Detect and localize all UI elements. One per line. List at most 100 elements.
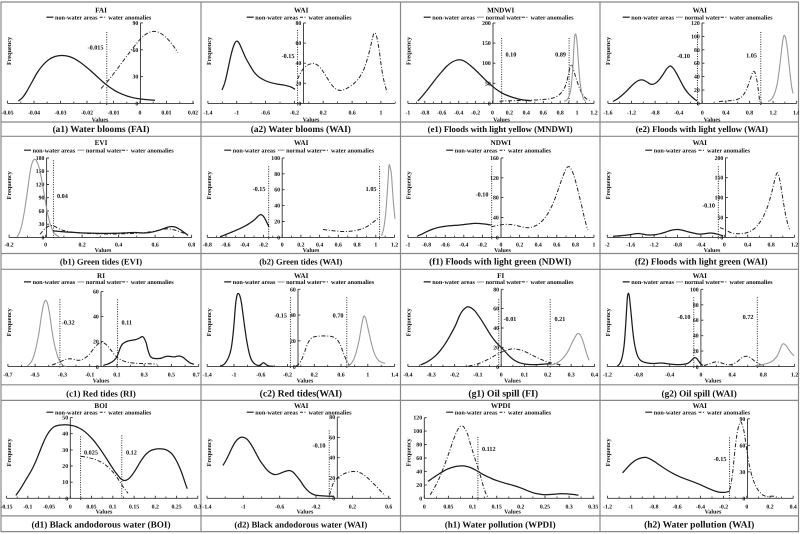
svg-text:-0.01: -0.01 (107, 111, 119, 117)
svg-text:0: 0 (742, 497, 745, 503)
svg-text:1.6: 1.6 (793, 111, 800, 117)
svg-text:1.05: 1.05 (746, 53, 757, 60)
svg-text:20: 20 (416, 483, 422, 489)
svg-text:20: 20 (296, 81, 302, 87)
svg-text:Frequency: Frequency (6, 170, 13, 199)
svg-text:20: 20 (329, 476, 335, 482)
svg-text:-0.5: -0.5 (31, 373, 40, 379)
svg-text:Frequency: Frequency (406, 36, 413, 65)
svg-text:MNDWI: MNDWI (487, 6, 514, 14)
svg-text:0: 0 (496, 236, 499, 242)
svg-text:120: 120 (36, 183, 45, 189)
svg-text:water anomalies: water anomalies (707, 147, 751, 154)
svg-text:-0.2: -0.2 (283, 373, 292, 379)
svg-text:100: 100 (271, 156, 280, 162)
svg-text:60: 60 (39, 209, 45, 215)
svg-text:60: 60 (133, 48, 139, 54)
svg-text:-0.8: -0.8 (634, 373, 643, 379)
svg-text:0: 0 (488, 102, 491, 108)
svg-text:0: 0 (293, 365, 296, 371)
svg-text:0.4: 0.4 (722, 111, 729, 117)
svg-text:30: 30 (39, 222, 45, 228)
svg-text:-0.4: -0.4 (696, 243, 705, 249)
svg-text:non-water areas: non-water areas (233, 147, 276, 154)
svg-text:(a1) Water blooms (FAI): (a1) Water blooms (FAI) (53, 125, 150, 135)
svg-text:40: 40 (274, 204, 280, 210)
svg-text:-0.2: -0.2 (311, 504, 320, 510)
svg-text:water anomalies: water anomalies (131, 147, 175, 154)
svg-text:(b1) Green tides (EVI): (b1) Green tides (EVI) (60, 257, 142, 267)
svg-text:-0.2: -0.2 (478, 243, 487, 249)
svg-text:-1: -1 (241, 504, 246, 510)
svg-text:0.8: 0.8 (557, 111, 564, 117)
svg-text:60: 60 (274, 188, 280, 194)
svg-text:0: 0 (500, 373, 503, 379)
svg-text:water anomalies: water anomalies (531, 279, 575, 286)
svg-text:100: 100 (413, 429, 422, 435)
svg-text:0: 0 (96, 365, 99, 371)
svg-text:-0.10: -0.10 (678, 314, 691, 321)
svg-text:30: 30 (740, 470, 746, 476)
svg-text:40: 40 (416, 469, 422, 475)
svg-text:-0.6: -0.6 (275, 504, 284, 510)
svg-text:-0.15: -0.15 (274, 312, 287, 319)
svg-text:40: 40 (694, 75, 700, 81)
svg-text:normal water: normal water (86, 147, 122, 154)
svg-text:0: 0 (135, 102, 138, 108)
svg-text:-0.4: -0.4 (459, 243, 468, 249)
svg-text:non-water areas: non-water areas (33, 279, 76, 286)
svg-text:-0.6: -0.6 (437, 111, 446, 117)
svg-text:Frequency: Frequency (206, 36, 213, 65)
svg-text:100: 100 (715, 196, 724, 202)
svg-text:1.2: 1.2 (791, 373, 798, 379)
svg-text:160: 160 (490, 156, 499, 162)
svg-text:normal water: normal water (486, 14, 522, 21)
svg-text:0.04: 0.04 (57, 193, 68, 200)
svg-text:Values: Values (303, 116, 320, 123)
svg-text:(c1) Red tides (RI): (c1) Red tides (RI) (66, 388, 136, 398)
svg-text:(e2) Floods with light yellow: (e2) Floods with light yellow (WAI) (636, 124, 768, 134)
svg-text:-1: -1 (628, 504, 633, 510)
svg-text:80: 80 (274, 172, 280, 178)
svg-text:0.7: 0.7 (193, 373, 200, 379)
svg-text:150: 150 (715, 176, 724, 182)
svg-text:-1.4: -1.4 (203, 111, 212, 117)
svg-text:0.4: 0.4 (728, 373, 735, 379)
svg-text:0: 0 (496, 365, 499, 371)
svg-text:non-water areas: non-water areas (455, 409, 498, 416)
svg-text:0: 0 (699, 373, 702, 379)
svg-text:0.2: 0.2 (506, 111, 513, 117)
svg-text:-0.8: -0.8 (203, 243, 212, 249)
svg-text:30: 30 (133, 75, 139, 81)
svg-text:-1: -1 (234, 111, 239, 117)
svg-text:20: 20 (93, 340, 99, 346)
svg-text:(e1) Floods with light yellow: (e1) Floods with light yellow (MNDWI) (428, 124, 573, 134)
svg-text:40: 40 (296, 61, 302, 67)
svg-text:Frequency: Frequency (206, 307, 213, 336)
svg-text:RI: RI (97, 272, 105, 280)
svg-text:water anomalies: water anomalies (730, 14, 774, 21)
svg-text:non-water areas: non-water areas (233, 279, 276, 286)
svg-text:non-water areas: non-water areas (654, 409, 697, 416)
svg-text:0.2: 0.2 (516, 243, 523, 249)
svg-text:0.4: 0.4 (523, 111, 530, 117)
svg-text:0: 0 (720, 236, 723, 242)
svg-text:0.8: 0.8 (746, 111, 753, 117)
svg-text:-0.1: -0.1 (473, 373, 482, 379)
svg-text:0.8: 0.8 (353, 243, 360, 249)
svg-text:-0.2: -0.2 (259, 243, 268, 249)
svg-text:40: 40 (493, 326, 499, 332)
svg-text:-1.2: -1.2 (650, 243, 659, 249)
svg-text:0: 0 (281, 243, 284, 249)
svg-text:-0.03: -0.03 (54, 111, 66, 117)
svg-text:0.2: 0.2 (297, 243, 304, 249)
svg-text:0.2: 0.2 (766, 504, 773, 510)
svg-text:1: 1 (576, 111, 579, 117)
svg-text:Values: Values (504, 509, 521, 516)
svg-text:Values: Values (705, 509, 722, 516)
svg-text:0.6: 0.6 (335, 243, 342, 249)
svg-text:Frequency: Frequency (6, 307, 13, 336)
svg-text:Values: Values (704, 247, 721, 254)
svg-text:Values: Values (92, 116, 109, 123)
svg-text:water anomalies: water anomalies (730, 279, 774, 286)
